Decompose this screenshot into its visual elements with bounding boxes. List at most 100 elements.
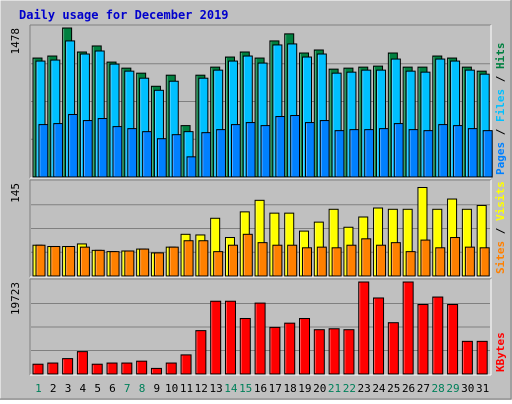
- x-tick-label-day-10: 10: [165, 382, 178, 395]
- bar-sites-day-11: [183, 240, 194, 277]
- legend-separator: /: [494, 221, 507, 241]
- bar-pages-day-31: [482, 130, 493, 178]
- bar-kbytes-day-10: [165, 362, 177, 375]
- bar-kbytes-day-16: [254, 302, 266, 375]
- bar-kbytes-day-13: [210, 300, 222, 375]
- bar-sites-day-1: [35, 244, 46, 277]
- x-tick-label-day-22: 22: [343, 382, 356, 395]
- legend: Pages / Files / Hits: [494, 43, 507, 176]
- legend-separator: /: [494, 122, 507, 142]
- bar-kbytes-day-24: [373, 297, 385, 375]
- x-tick-label-day-18: 18: [283, 382, 296, 395]
- bar-kbytes-day-23: [358, 281, 370, 375]
- bar-sites-day-4: [79, 246, 90, 277]
- y-max-label: 19723: [9, 282, 22, 315]
- bar-kbytes-day-4: [76, 351, 88, 375]
- x-tick-label-day-6: 6: [109, 382, 116, 395]
- x-tick-label-day-31: 31: [476, 382, 489, 395]
- x-tick-label-day-2: 2: [50, 382, 57, 395]
- bar-kbytes-day-25: [387, 322, 399, 375]
- x-tick-label-day-25: 25: [387, 382, 400, 395]
- x-tick-label-day-11: 11: [180, 382, 193, 395]
- bar-sites-day-27: [420, 239, 431, 277]
- bar-kbytes-day-27: [417, 303, 429, 375]
- bar-kbytes-day-17: [269, 326, 281, 375]
- bar-kbytes-day-15: [239, 317, 251, 375]
- bar-sites-day-9: [153, 252, 164, 277]
- x-tick-label-day-19: 19: [298, 382, 311, 395]
- x-tick-label-day-7: 7: [124, 382, 131, 395]
- x-tick-label-day-30: 30: [461, 382, 474, 395]
- bar-sites-day-24: [376, 244, 387, 277]
- x-tick-label-day-4: 4: [80, 382, 87, 395]
- bar-kbytes-day-9: [150, 367, 162, 375]
- bar-sites-day-6: [109, 251, 120, 277]
- y-max-label: 145: [9, 183, 22, 203]
- legend: Sites / Visits: [494, 181, 507, 274]
- x-tick-label-day-29: 29: [446, 382, 459, 395]
- bar-kbytes-day-1: [32, 363, 44, 375]
- bar-sites-day-23: [361, 238, 372, 277]
- bar-sites-day-26: [405, 251, 416, 277]
- x-tick-label-day-17: 17: [269, 382, 282, 395]
- bar-kbytes-day-21: [328, 328, 340, 375]
- bar-kbytes-day-28: [432, 296, 444, 375]
- bar-kbytes-day-11: [180, 354, 192, 375]
- bar-kbytes-day-3: [62, 358, 74, 375]
- bar-sites-day-14: [227, 244, 238, 277]
- bar-kbytes-day-26: [402, 281, 414, 375]
- x-tick-label-day-27: 27: [417, 382, 430, 395]
- x-tick-label-day-23: 23: [358, 382, 371, 395]
- bar-kbytes-day-18: [284, 322, 296, 375]
- bar-sites-day-30: [464, 246, 475, 277]
- bar-kbytes-day-14: [224, 300, 236, 375]
- bar-sites-day-8: [139, 248, 150, 277]
- bar-sites-day-5: [94, 249, 105, 277]
- legend: KBytes: [494, 332, 507, 372]
- bar-kbytes-day-2: [47, 362, 59, 375]
- x-tick-label-day-20: 20: [313, 382, 326, 395]
- legend-entry: KBytes: [494, 332, 507, 372]
- bar-sites-day-17: [272, 244, 283, 277]
- bar-kbytes-day-29: [447, 303, 459, 375]
- x-tick-label-day-24: 24: [372, 382, 386, 395]
- bar-sites-day-7: [124, 250, 135, 277]
- bar-sites-day-28: [435, 247, 446, 277]
- x-tick-label-day-14: 14: [224, 382, 238, 395]
- bar-kbytes-day-6: [106, 362, 118, 375]
- bar-sites-day-3: [65, 245, 76, 277]
- bar-sites-day-29: [450, 237, 461, 277]
- x-tick-label-day-26: 26: [402, 382, 415, 395]
- bar-sites-day-21: [331, 247, 342, 277]
- bar-sites-day-20: [316, 246, 327, 277]
- x-tick-label-day-9: 9: [154, 382, 161, 395]
- bar-sites-day-16: [257, 242, 268, 277]
- y-max-label: 1478: [9, 28, 22, 55]
- x-tick-label-day-21: 21: [328, 382, 341, 395]
- bar-kbytes-day-8: [136, 360, 148, 375]
- bar-kbytes-day-5: [91, 363, 103, 375]
- x-tick-label-day-8: 8: [139, 382, 146, 395]
- x-tick-label-day-16: 16: [254, 382, 267, 395]
- bar-sites-day-2: [50, 245, 61, 277]
- legend-entry: Visits: [494, 181, 507, 221]
- legend-entry: Files: [494, 89, 507, 122]
- bar-kbytes-day-22: [343, 329, 355, 375]
- bar-sites-day-10: [168, 246, 179, 277]
- bar-sites-day-22: [346, 244, 357, 277]
- x-tick-label-day-1: 1: [35, 382, 42, 395]
- bar-sites-day-15: [242, 233, 253, 277]
- bar-kbytes-day-30: [461, 340, 473, 375]
- chart-title: Daily usage for December 2019: [19, 8, 229, 22]
- panel-visits-sites: 145 Sites / Visits: [9, 179, 507, 278]
- x-tick-label-day-12: 12: [195, 382, 208, 395]
- bar-kbytes-day-12: [195, 330, 207, 375]
- x-tick-label-day-5: 5: [94, 382, 101, 395]
- bar-sites-day-19: [302, 247, 313, 277]
- x-tick-label-day-3: 3: [65, 382, 72, 395]
- bar-sites-day-25: [390, 242, 401, 277]
- x-tick-label-day-28: 28: [432, 382, 445, 395]
- bar-kbytes-day-19: [299, 317, 311, 375]
- bar-kbytes-day-31: [476, 340, 488, 375]
